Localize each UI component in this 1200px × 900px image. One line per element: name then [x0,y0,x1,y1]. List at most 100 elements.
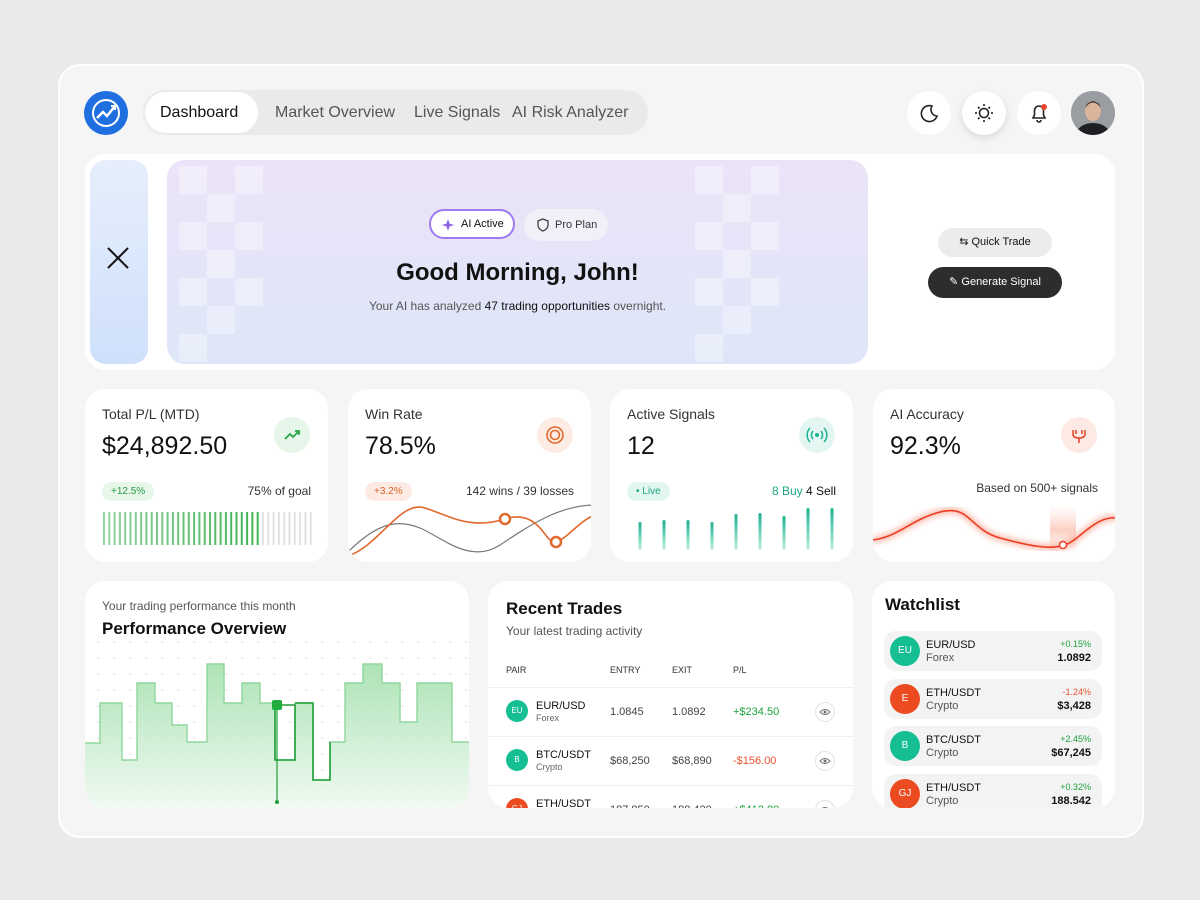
badge-ai-active: AI Active [429,209,515,239]
stat-note: 8 Buy 4 Sell [772,484,836,498]
eye-icon [819,758,831,764]
trend-icon [274,417,310,453]
close-icon[interactable] [104,244,132,272]
generate-signal-button[interactable]: ✎ Generate Signal [928,267,1062,298]
nav-item[interactable]: AI Risk Analyzer [512,104,629,121]
badge-text: Pro Plan [555,219,598,231]
view-button[interactable] [815,751,835,771]
sell-count: 4 Sell [805,484,836,498]
pattern-tile [179,166,207,194]
pattern-tile [751,222,779,250]
entry: $68,250 [610,755,650,767]
eye-shape [819,758,831,764]
change: -1.24% [1062,686,1091,697]
pair-type: Forex [536,713,560,723]
eye-pupil [823,759,827,763]
watchlist-title: Watchlist [885,595,960,614]
stat-badge: +3.2% [365,482,412,501]
exit: 188,420 [672,804,712,808]
column-header: EXIT [672,665,693,675]
shield-icon [537,218,549,232]
stat-badge: • Live [627,482,670,501]
avatar-image [1071,91,1115,135]
light-mode-button[interactable] [962,91,1006,135]
stat-note: Based on 500+ signals [976,481,1098,495]
stat-value: 92.3% [890,432,961,460]
text: overnight. [613,299,667,313]
eye-icon [821,807,829,808]
exit: $68,890 [672,755,712,767]
icon [546,426,564,444]
pair-name: ETH/USDT [536,798,591,808]
avatar[interactable] [1071,91,1115,135]
notifications-button[interactable] [1017,91,1061,135]
eye-shape [821,807,829,808]
icon [284,430,300,440]
stat-label: Total P/L (MTD) [102,406,200,422]
pair-name: EUR/USD [926,639,976,651]
nav-item[interactable]: Dashboard [160,104,239,121]
pair-icon: B [890,731,920,761]
pattern-tile [235,278,263,306]
nav-item[interactable]: Market Overview [275,104,396,121]
pattern-tile [751,166,779,194]
change: +0.32% [1060,781,1091,792]
button-text: Quick Trade [971,236,1031,248]
stat-value: 78.5% [365,432,436,460]
signal-icon [799,417,835,453]
entry: 187,850 [610,804,650,808]
hero-subtitle: Your AI has analyzed 47 trading opportun… [267,299,768,313]
view-button[interactable] [815,800,835,808]
pl: +$412.80 [733,804,779,808]
pattern-tile [695,334,723,362]
watchlist-item[interactable] [884,726,1102,766]
pair-icon: E [890,683,920,714]
pair-name: EUR/USD [536,700,586,712]
price: $3,428 [1057,699,1091,712]
sparkle-icon [442,219,454,231]
stat-card: Active Signals 12 • Live 8 Buy 4 Sell [610,389,853,562]
logo[interactable] [84,91,128,135]
row-divider [488,736,853,737]
logo-icon [92,99,120,127]
nav-active [145,92,258,133]
stat-label: Active Signals [627,406,715,422]
pattern-tile [235,166,263,194]
pair-icon: GJ [506,798,528,808]
price: 188.542 [1051,794,1091,807]
pair-type: Crypto [926,794,959,807]
pattern-tile [695,166,723,194]
watchlist-card: Watchlist EU EUR/USD Forex +0.15% 1.0892 E ETH… [872,581,1115,808]
eye-shape [819,709,831,715]
row-divider [488,785,853,786]
brain-icon [1061,417,1097,453]
pair-type: Crypto [926,699,959,712]
pair-type: Crypto [536,762,563,772]
dark-mode-button[interactable] [907,91,951,135]
icon [806,427,828,443]
nav-item[interactable]: Live Signals [414,104,501,121]
pair-type: Crypto [926,747,959,759]
moon-icon [920,104,939,123]
stat-card: AI Accuracy 92.3% Based on 500+ signals [873,389,1115,562]
price: 1.0892 [1057,652,1091,664]
stat-value: 12 [627,432,655,460]
button-text: Generate Signal [961,276,1041,288]
watchlist-item[interactable] [884,678,1102,719]
stat-value: $24,892.50 [102,432,228,460]
watchlist-item[interactable] [884,631,1102,671]
trades-subtitle: Your latest trading activity [506,624,643,638]
stat-note: 142 wins / 39 losses [465,484,574,498]
pattern-tile [179,278,207,306]
icon [1072,430,1086,443]
pair-icon: EU [506,700,528,722]
pair-type: Forex [926,652,955,664]
trades-card: Recent Trades Your latest trading activi… [488,581,853,808]
quick-trade-button[interactable]: ⇆ Quick Trade [938,228,1052,257]
text: Your AI has analyzed [368,299,482,313]
pattern-tile [723,250,751,278]
watchlist-item[interactable] [884,773,1102,808]
performance-title: Performance Overview [102,619,287,638]
pattern-tile [207,194,235,222]
view-button[interactable] [815,702,835,722]
